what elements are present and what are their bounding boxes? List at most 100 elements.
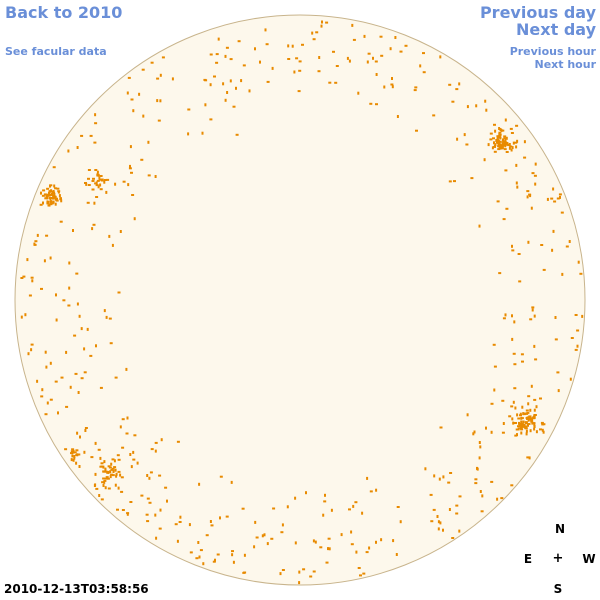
facula-speck <box>298 570 301 574</box>
facula-speck <box>110 462 113 466</box>
facula-speck <box>526 190 530 193</box>
facula-speck <box>375 73 378 76</box>
facula-speck <box>335 65 339 67</box>
facula-speck <box>64 448 68 451</box>
facula-speck <box>556 197 560 200</box>
facula-speck <box>129 453 132 456</box>
facula-speck <box>101 481 105 484</box>
facula-speck <box>270 537 274 540</box>
facula-speck <box>414 86 418 89</box>
facula-speck <box>119 230 122 233</box>
facula-speck <box>513 320 516 324</box>
facula-speck <box>492 137 495 140</box>
facula-speck <box>136 461 139 465</box>
facula-speck <box>498 145 502 147</box>
facula-speck <box>501 431 505 434</box>
facula-speck <box>241 507 245 510</box>
facula-speck <box>231 550 234 553</box>
facula-speck <box>100 498 104 501</box>
facula-speck <box>79 435 81 439</box>
facula-speck <box>511 314 513 318</box>
facula-speck <box>504 143 507 147</box>
facula-speck <box>219 475 223 478</box>
facula-speck <box>485 108 488 112</box>
facula-speck <box>503 148 507 151</box>
facula-speck <box>53 184 56 188</box>
facula-speck <box>254 47 256 51</box>
facula-speck <box>87 177 90 180</box>
facula-speck <box>346 56 349 60</box>
facula-speck <box>213 75 216 78</box>
facula-speck <box>527 402 530 406</box>
facula-speck <box>478 456 481 460</box>
next-hour-link[interactable]: Next hour <box>534 58 597 71</box>
facula-speck <box>229 79 232 83</box>
facula-speck <box>126 512 130 515</box>
facula-speck <box>561 272 564 276</box>
facula-speck <box>119 425 122 429</box>
facula-speck <box>60 199 63 203</box>
facula-speck <box>493 388 496 392</box>
facula-speck <box>121 446 125 449</box>
observation-timestamp: 2010-12-13T03:58:56 <box>4 582 149 596</box>
facula-speck <box>60 376 64 379</box>
facula-speck <box>493 145 496 148</box>
facula-speck <box>493 150 497 153</box>
facula-speck <box>479 490 482 493</box>
facula-speck <box>465 143 469 146</box>
facula-speck <box>305 491 307 495</box>
facula-speck <box>94 472 97 476</box>
facula-speck <box>298 581 301 585</box>
facula-speck <box>396 115 399 118</box>
facula-speck <box>70 458 73 462</box>
facula-speck <box>524 421 528 424</box>
facula-speck <box>499 146 502 150</box>
facula-speck <box>530 206 533 210</box>
facula-speck <box>30 343 34 346</box>
facula-speck <box>48 197 52 199</box>
facula-speck <box>281 523 284 527</box>
facula-speck <box>532 422 536 425</box>
facula-speck <box>512 352 516 355</box>
previous-hour-link[interactable]: Previous hour <box>509 45 596 58</box>
facula-speck <box>27 352 30 356</box>
facula-speck <box>158 527 162 530</box>
facula-speck <box>502 142 505 146</box>
facula-speck <box>77 453 81 456</box>
facula-speck <box>224 54 227 58</box>
facula-speck <box>318 56 321 59</box>
facula-speck <box>40 191 42 195</box>
facula-speck <box>526 456 530 459</box>
facula-speck <box>261 534 264 538</box>
facula-speck <box>43 259 46 263</box>
facula-speck <box>396 506 400 508</box>
facula-speck <box>92 223 96 226</box>
facula-speck <box>502 317 506 320</box>
facula-speck <box>129 164 131 168</box>
facula-speck <box>121 509 125 511</box>
facula-speck <box>73 456 76 460</box>
facula-speck <box>448 180 452 183</box>
back-to-year-link[interactable]: Back to 2010 <box>5 3 123 22</box>
facula-speck <box>39 203 43 206</box>
see-facular-data-link[interactable]: See facular data <box>5 45 107 58</box>
facula-speck <box>178 521 182 523</box>
facula-speck <box>479 445 482 449</box>
facula-speck <box>201 131 204 135</box>
facula-speck <box>493 141 495 145</box>
facula-speck <box>115 474 118 478</box>
facula-speck <box>78 465 81 468</box>
previous-day-link[interactable]: Previous day <box>479 3 596 22</box>
facula-speck <box>321 20 323 24</box>
next-day-link[interactable]: Next day <box>516 20 596 39</box>
facula-speck <box>42 201 44 205</box>
facula-speck <box>202 562 205 566</box>
facula-speck <box>510 148 513 152</box>
facula-speck <box>130 171 133 174</box>
facula-speck <box>504 118 507 122</box>
facula-speck <box>511 249 515 252</box>
facula-speck <box>501 144 504 147</box>
facula-speck <box>46 200 49 204</box>
facula-speck <box>111 467 115 470</box>
facula-speck <box>114 468 117 472</box>
